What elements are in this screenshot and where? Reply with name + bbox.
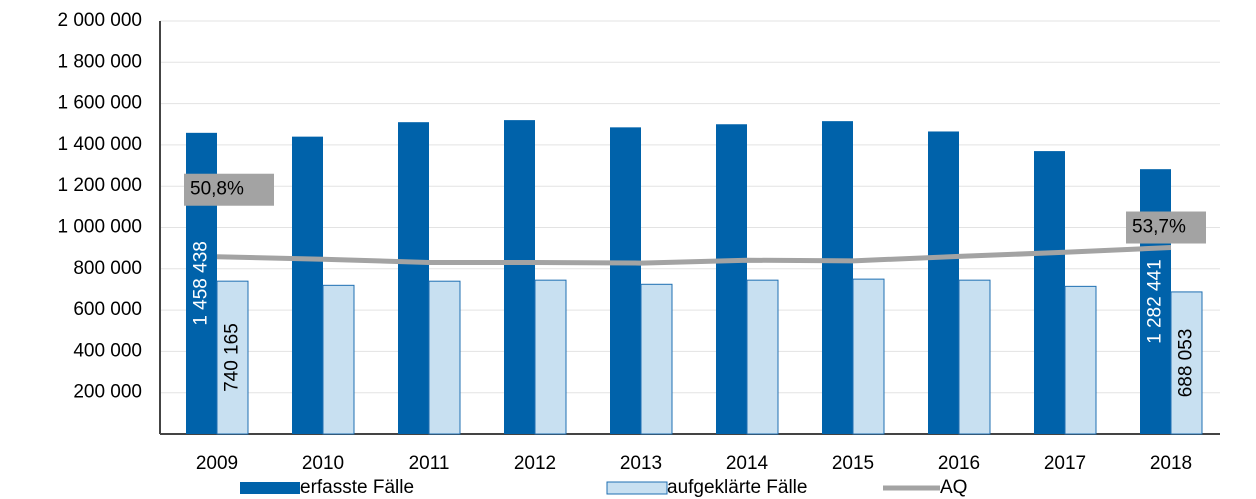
bar — [640, 283, 673, 435]
label-box — [184, 173, 274, 206]
bar — [216, 280, 249, 435]
x-tick-label: 2009 — [196, 453, 238, 474]
legend-label: aufgeklärte Fälle — [667, 477, 807, 498]
label-box — [1126, 211, 1206, 244]
x-tick-label: 2012 — [514, 453, 556, 474]
value-label: 688 053 — [1176, 329, 1197, 398]
y-tick-label: 800 000 — [73, 258, 142, 279]
bar — [852, 278, 885, 435]
x-tick-label: 2018 — [1150, 453, 1192, 474]
bar — [1170, 291, 1203, 435]
bar — [428, 280, 461, 435]
x-tick-label: 2017 — [1044, 453, 1086, 474]
y-tick-label: 200 000 — [73, 382, 142, 403]
legend-swatch — [606, 481, 668, 495]
value-label: 1 458 438 — [191, 241, 212, 326]
value-label: 50,8% — [190, 179, 244, 200]
y-tick-label: 1 400 000 — [57, 134, 142, 155]
bar — [928, 131, 959, 435]
bar — [398, 122, 429, 434]
bar — [1064, 285, 1097, 435]
bar — [716, 124, 747, 434]
x-tick-label: 2010 — [302, 453, 344, 474]
bar — [322, 284, 355, 435]
bar — [958, 279, 991, 435]
bar — [292, 136, 323, 434]
bar — [746, 279, 779, 435]
bar — [610, 127, 641, 434]
legend-label: AQ — [940, 477, 967, 498]
y-tick-label: 1 600 000 — [57, 93, 142, 114]
y-tick-label: 1 200 000 — [57, 175, 142, 196]
x-tick-label: 2013 — [620, 453, 662, 474]
y-tick-label: 1 800 000 — [57, 51, 142, 72]
bar — [822, 121, 853, 434]
x-tick-label: 2014 — [726, 453, 769, 474]
x-tick-label: 2016 — [938, 453, 980, 474]
value-label: 53,7% — [1132, 217, 1186, 238]
bar — [1034, 151, 1065, 434]
legend-label: erfasste Fälle — [300, 477, 414, 498]
y-tick-label: 600 000 — [73, 299, 142, 320]
y-tick-label: 400 000 — [73, 340, 142, 361]
legend-swatch — [240, 482, 300, 494]
y-tick-label: 1 000 000 — [57, 217, 142, 238]
bar — [534, 279, 567, 435]
x-tick-label: 2015 — [832, 453, 874, 474]
value-label: 740 165 — [222, 323, 243, 392]
x-tick-label: 2011 — [409, 453, 450, 474]
y-tick-label: 2 000 000 — [57, 10, 142, 31]
line — [216, 245, 1172, 266]
value-label: 1 282 441 — [1145, 259, 1166, 344]
bar — [504, 120, 535, 435]
